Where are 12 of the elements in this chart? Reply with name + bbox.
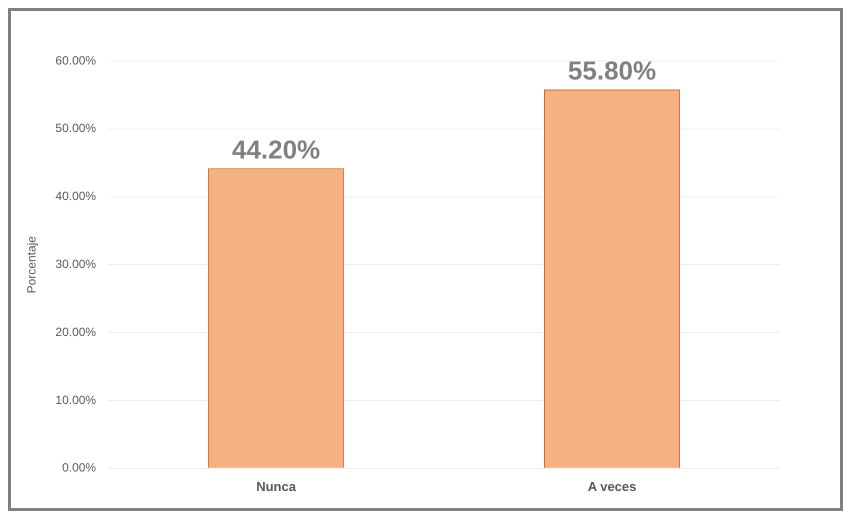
y-axis-title: Porcentaje: [24, 236, 39, 294]
data-label: 44.20%: [232, 134, 320, 164]
y-tick-label: 0.00%: [62, 460, 96, 475]
y-tick-label: 60.00%: [55, 53, 96, 68]
x-tick-label: Nunca: [256, 478, 297, 494]
y-tick-label: 40.00%: [55, 189, 96, 204]
y-tick-label: 50.00%: [55, 121, 96, 136]
y-tick-label: 10.00%: [55, 392, 96, 407]
y-tick-label: 30.00%: [55, 257, 96, 272]
x-tick-label: A veces: [588, 478, 636, 494]
data-label: 55.80%: [568, 56, 656, 86]
y-tick-label: 20.00%: [55, 324, 96, 339]
